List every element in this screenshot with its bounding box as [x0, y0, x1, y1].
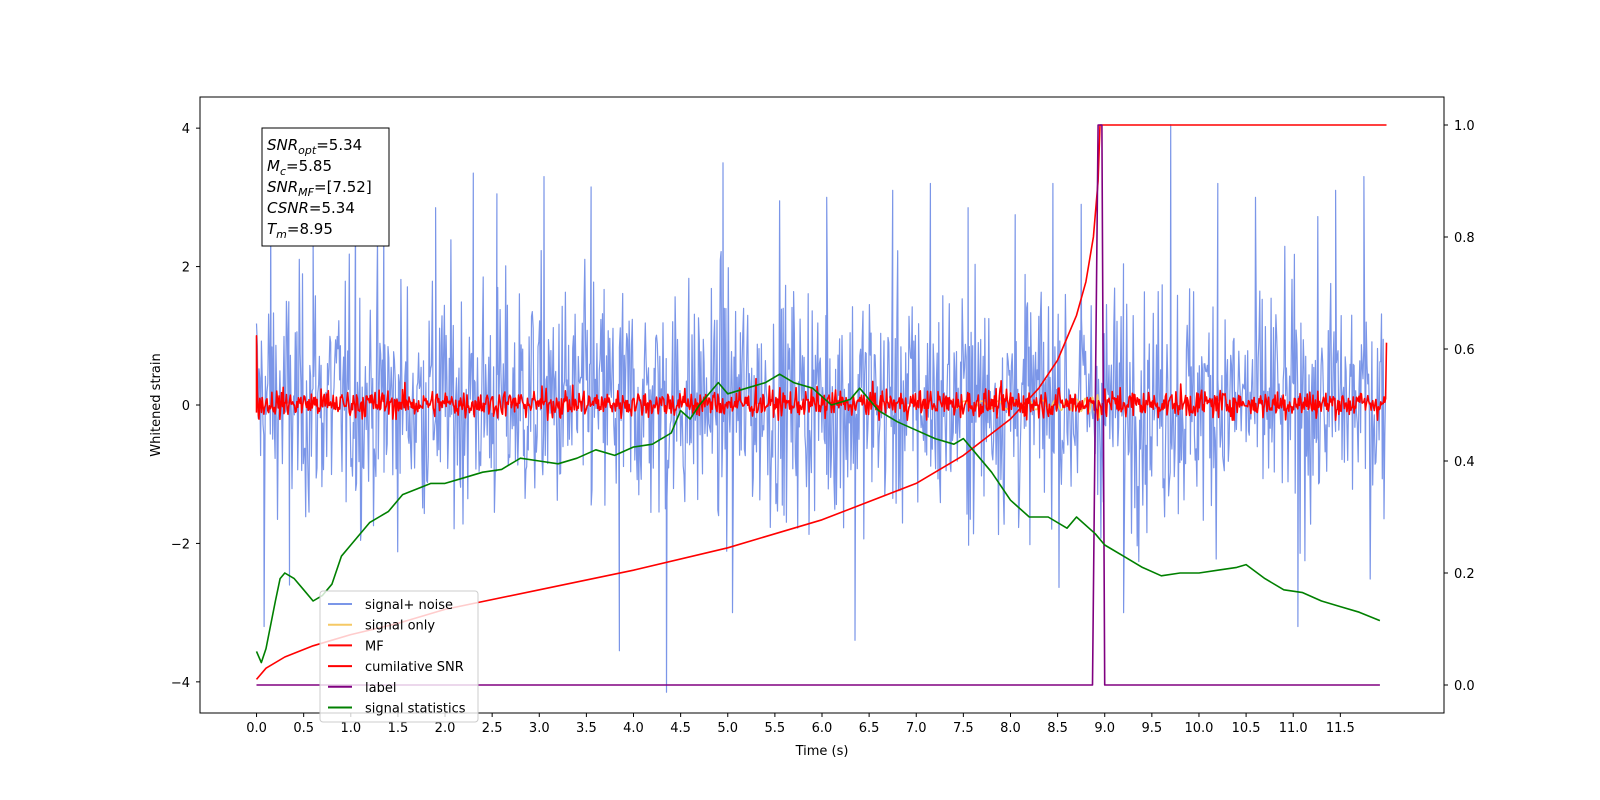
x-tick-label: 9.0: [1094, 721, 1115, 736]
x-tick-label: 3.5: [576, 721, 597, 736]
x-tick-label: 3.0: [529, 721, 550, 736]
x-tick-label: 1.5: [388, 721, 409, 736]
y-tick-label: −2: [171, 537, 190, 552]
x-axis-label: Time (s): [795, 744, 849, 759]
y2-tick-label: 0.6: [1454, 343, 1475, 358]
legend-label-cumilative-snr: cumilative SNR: [365, 660, 464, 675]
annotation-line: Tm=8.95: [267, 220, 333, 241]
x-tick-label: 7.0: [906, 721, 927, 736]
x-tick-label: 4.5: [670, 721, 691, 736]
x-tick-label: 0.0: [246, 721, 267, 736]
annotation-line: SNRopt=5.34: [267, 136, 362, 157]
x-tick-label: 10.5: [1232, 721, 1261, 736]
x-tick-label: 0.5: [293, 721, 314, 736]
y2-tick-label: 0.0: [1454, 679, 1475, 694]
y2-tick-label: 1.0: [1454, 119, 1475, 134]
y2-tick-label: 0.4: [1454, 455, 1475, 470]
annotation-line: SNRMF=[7.52]: [267, 178, 372, 199]
annotation-line: Mc=5.85: [267, 157, 332, 178]
y-tick-label: 2: [182, 261, 190, 276]
x-tick-label: 6.0: [812, 721, 833, 736]
y-axis-label: Whitened strain: [149, 353, 164, 456]
annotation-frame: [261, 127, 390, 247]
y-tick-label: 4: [182, 122, 190, 137]
series-signal-statistics: [255, 373, 1381, 664]
legend-label-signal-statistics: signal statistics: [365, 702, 466, 717]
x-tick-label: 2.0: [435, 721, 456, 736]
legend-label-signal-noise: signal+ noise: [365, 598, 453, 613]
x-tick-label: 1.0: [340, 721, 361, 736]
x-tick-label: 11.5: [1326, 721, 1355, 736]
x-tick-label: 9.5: [1142, 721, 1163, 736]
x-tick-label: 5.0: [717, 721, 738, 736]
legend-label-signal-only: signal only: [365, 619, 435, 634]
y-tick-label: 0: [182, 399, 190, 414]
x-tick-label: 10.0: [1184, 721, 1213, 736]
legend-frame: [319, 590, 479, 723]
annotation-line: CSNR=5.34: [267, 199, 355, 217]
series-mf: [255, 335, 1388, 421]
y2-tick-label: 0.8: [1454, 231, 1475, 246]
y-tick-label: −4: [171, 676, 190, 691]
series-label: [256, 124, 1380, 686]
x-axis: 0.0 0.5 1.0 1.5 2.0 2.5 3.0 3.5 4.0 4.5 5.0 5.5 6.0 6…: [246, 713, 1355, 736]
x-tick-label: 2.5: [482, 721, 503, 736]
y2-tick-label: 0.2: [1454, 567, 1475, 582]
x-tick-label: 4.0: [623, 721, 644, 736]
x-tick-label: 5.5: [765, 721, 786, 736]
x-tick-label: 8.5: [1047, 721, 1068, 736]
y-axis-left: −4 −2 0 2 4: [171, 122, 200, 691]
y-axis-right: 0.0 0.2 0.4 0.6 0.8 1.0: [1444, 119, 1475, 694]
x-tick-label: 8.0: [1000, 721, 1021, 736]
series-signal-noise: [255, 124, 1387, 693]
legend-label-label: label: [365, 681, 396, 696]
x-tick-label: 6.5: [859, 721, 880, 736]
legend-label-mf: MF: [365, 639, 384, 654]
legend: signal+ noise signal only MF cumilative SNR…: [319, 590, 479, 723]
x-tick-label: 7.5: [953, 721, 974, 736]
x-tick-label: 11.0: [1279, 721, 1308, 736]
